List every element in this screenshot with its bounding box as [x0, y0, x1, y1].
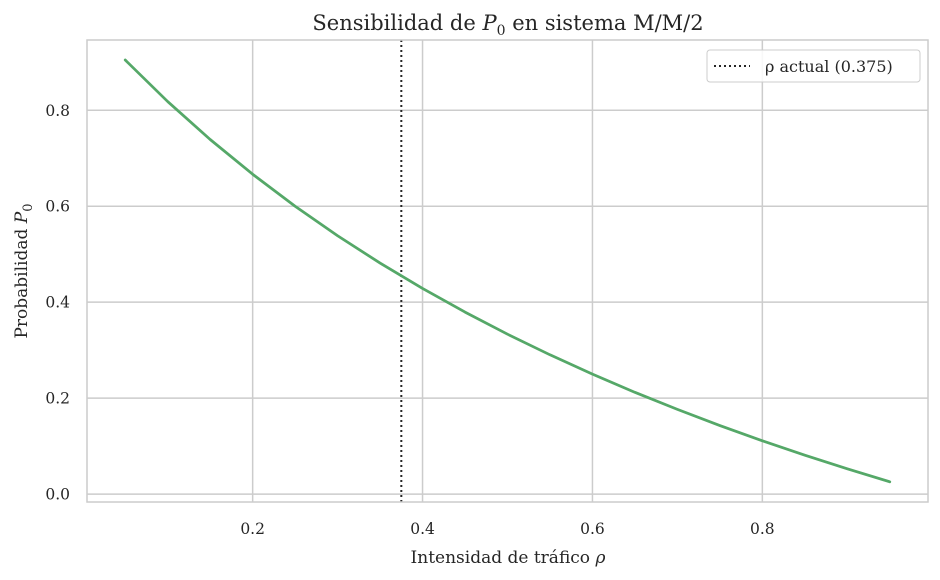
x-tick-label: 0.4 [410, 520, 435, 538]
y-tick-label: 0.2 [45, 390, 70, 408]
y-tick-label: 0.0 [45, 486, 70, 504]
x-tick-label: 0.6 [580, 520, 605, 538]
x-tick-label: 0.8 [750, 520, 775, 538]
x-axis-label: Intensidad de tráfico ρ [411, 548, 606, 568]
legend-label: ρ actual (0.375) [765, 57, 893, 76]
legend: ρ actual (0.375) [706, 49, 921, 83]
y-tick-label: 0.8 [45, 102, 70, 120]
y-tick-label: 0.6 [45, 198, 70, 216]
chart-title: Sensibilidad de P0 en sistema M/M/2 [312, 11, 703, 39]
series-layer [123, 58, 892, 484]
tick-labels: 0.2 0.4 0.6 0.8 0.0 0.2 0.4 0.6 0.8 [45, 102, 774, 538]
x-tick-label: 0.2 [240, 520, 265, 538]
plot-frame [86, 39, 929, 503]
legend-box [706, 49, 921, 83]
grid-lines [87, 40, 928, 502]
y-tick-label: 0.4 [45, 294, 70, 312]
y-axis-label: Probabilidad P0 [12, 203, 36, 338]
